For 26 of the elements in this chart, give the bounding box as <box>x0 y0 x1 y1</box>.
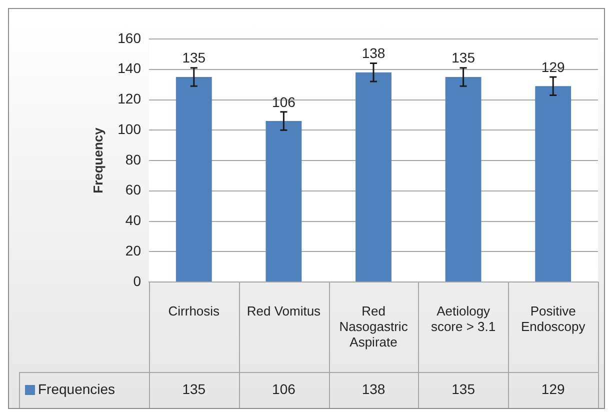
y-tick-label: 120 <box>118 90 142 107</box>
legend-label: Frequencies <box>38 380 116 397</box>
text: 135 <box>452 380 476 397</box>
text: 129 <box>541 380 565 397</box>
x-tick-label: Red Nasogastric Aspirate <box>339 303 408 350</box>
data-label: 135 <box>182 50 206 66</box>
y-tick-label: 160 <box>118 30 142 46</box>
y-axis-title: Frequency <box>90 126 106 194</box>
y-tick-label: 40 <box>125 212 142 228</box>
y-tick-label: 100 <box>118 120 142 137</box>
data-label: 129 <box>541 58 565 75</box>
text: 138 <box>362 380 386 397</box>
x-tick-label: Aetiology score > 3.1 <box>430 303 496 334</box>
data-label: 106 <box>272 94 296 110</box>
x-tick-label: Cirrhosis <box>168 303 220 318</box>
y-tick-label: 20 <box>125 242 142 258</box>
data-label: 135 <box>452 50 476 66</box>
text: 135 <box>182 380 206 397</box>
x-tick-label: Red Vomitus <box>246 303 322 318</box>
x-tick-label: Positive Endoscopy <box>520 303 586 334</box>
y-tick-label: 80 <box>125 151 142 168</box>
text: 106 <box>272 380 296 397</box>
y-tick-label: 140 <box>118 60 142 76</box>
data-label: 138 <box>362 45 386 62</box>
y-tick-label: 0 <box>133 272 142 289</box>
y-tick-label: 60 <box>125 182 142 198</box>
